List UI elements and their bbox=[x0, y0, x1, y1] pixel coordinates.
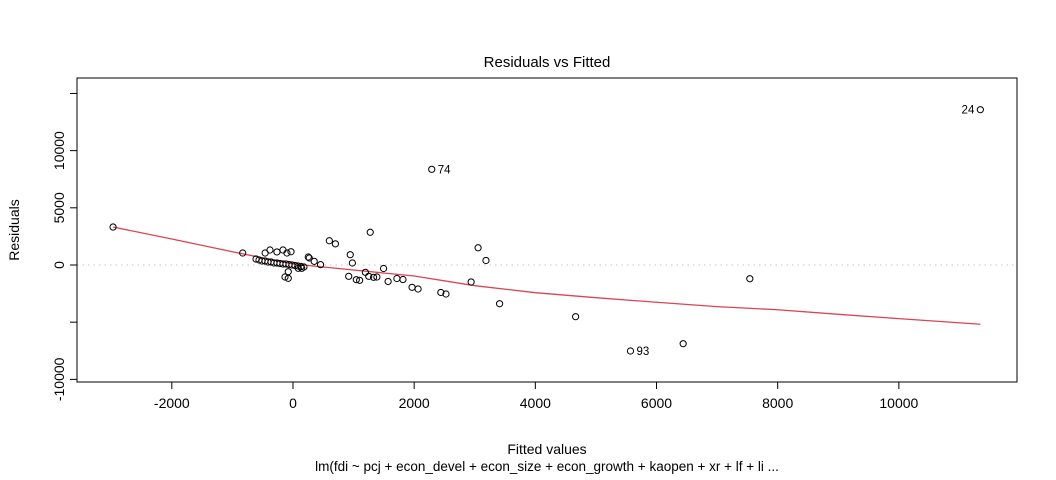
data-point bbox=[273, 248, 281, 256]
data-point bbox=[310, 257, 318, 265]
data-point bbox=[437, 288, 445, 297]
y-tick-label: 0 bbox=[51, 261, 67, 269]
data-point bbox=[442, 290, 450, 298]
data-point bbox=[266, 246, 274, 254]
data-point bbox=[109, 223, 117, 231]
data-point bbox=[379, 264, 388, 273]
outlier-point-24 bbox=[976, 106, 984, 114]
data-point bbox=[287, 248, 295, 256]
x-tick-label: 2000 bbox=[399, 395, 430, 411]
data-point bbox=[679, 340, 687, 348]
data-point bbox=[746, 275, 754, 283]
data-point bbox=[239, 249, 247, 257]
data-point bbox=[408, 283, 416, 291]
data-point bbox=[482, 256, 490, 265]
data-point bbox=[393, 274, 401, 283]
data-point bbox=[467, 278, 475, 286]
data-point bbox=[414, 285, 422, 293]
outlier-point-93 bbox=[626, 347, 635, 355]
plot-box bbox=[76, 77, 1018, 383]
data-point bbox=[369, 273, 378, 281]
data-point bbox=[348, 259, 356, 267]
y-tick-label: 5000 bbox=[51, 192, 67, 223]
outlier-label-24: 24 bbox=[962, 105, 975, 117]
data-point bbox=[572, 313, 580, 321]
x-tick-label: -2000 bbox=[154, 395, 190, 411]
data-point bbox=[399, 275, 407, 284]
x-axis-label: Fitted values bbox=[507, 441, 587, 457]
data-point bbox=[365, 272, 373, 280]
data-point bbox=[331, 240, 340, 248]
data-point bbox=[345, 272, 353, 280]
data-point bbox=[384, 277, 392, 286]
data-point bbox=[281, 273, 289, 281]
data-point bbox=[373, 273, 381, 281]
data-point bbox=[361, 268, 369, 276]
x-tick-label: 8000 bbox=[762, 395, 793, 411]
data-point bbox=[316, 261, 325, 269]
outlier-label-74: 74 bbox=[438, 164, 451, 176]
data-point bbox=[495, 300, 504, 308]
outlier-point-74 bbox=[428, 165, 436, 173]
data-point bbox=[305, 254, 313, 262]
data-point bbox=[366, 228, 374, 236]
data-point bbox=[304, 253, 312, 261]
data-point bbox=[325, 237, 333, 245]
data-point bbox=[474, 244, 482, 252]
x-tick-label: 4000 bbox=[520, 395, 551, 411]
data-point bbox=[283, 249, 291, 257]
chart-title: Residuals vs Fitted bbox=[483, 54, 611, 71]
model-formula-subtitle: lm(fdi ~ pcj + econ_devel + econ_size + … bbox=[315, 459, 779, 474]
data-point bbox=[346, 251, 354, 259]
x-tick-label: 6000 bbox=[641, 395, 672, 411]
data-point bbox=[284, 274, 292, 282]
smoother-line bbox=[112, 226, 981, 325]
x-tick-label: 0 bbox=[289, 395, 297, 411]
x-tick-label: 10000 bbox=[879, 395, 918, 411]
data-point bbox=[294, 264, 302, 272]
data-point bbox=[298, 264, 306, 272]
data-point bbox=[352, 276, 360, 284]
outlier-label-93: 93 bbox=[636, 346, 649, 358]
y-tick-label: 10000 bbox=[51, 131, 67, 170]
data-point bbox=[356, 276, 364, 284]
y-tick-label: -10000 bbox=[51, 357, 67, 401]
